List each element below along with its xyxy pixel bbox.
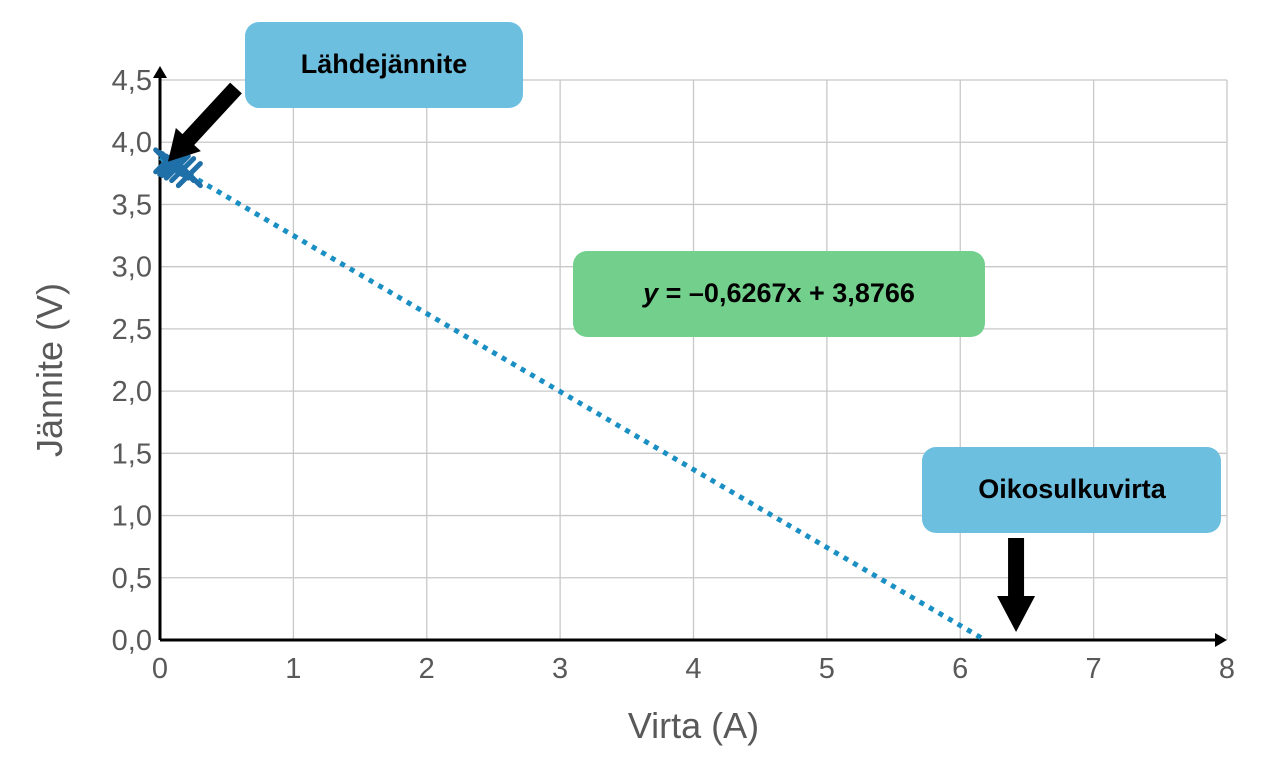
x-tick-label: 0 [152,653,168,685]
x-tick-labels: 0 1 2 3 4 5 6 7 8 [152,653,1235,685]
x-axis-title: Virta (A) [628,705,759,746]
x-tick-label: 7 [1086,653,1102,685]
source-voltage-callout: Lähdejännite [168,22,523,162]
y-tick-label: 2,0 [112,376,152,408]
trendline [158,155,987,643]
equation-callout: y = –0,6267x + 3,8766 [573,251,985,337]
equation-callout-box [573,251,985,337]
y-tick-label: 3,5 [112,189,152,221]
axes [153,66,1227,647]
y-axis-title: Jännite (V) [29,283,70,457]
x-tick-label: 1 [285,653,301,685]
y-tick-label: 4,0 [112,127,152,159]
x-tick-label: 6 [952,653,968,685]
short-circuit-arrow-icon [997,538,1036,632]
y-tick-label: 0,5 [112,563,152,595]
x-axis-arrow-icon [1215,633,1227,647]
equation-variable: y [641,278,660,308]
source-voltage-arrow-icon [168,82,242,162]
source-voltage-callout-label: Lähdejännite [301,49,468,79]
y-tick-label: 1,0 [112,501,152,533]
equation-label: y = –0,6267x + 3,8766 [641,278,915,308]
x-tick-label: 4 [685,653,701,685]
trendline-group [158,155,987,643]
y-axis-arrow-icon [153,66,167,78]
short-circuit-callout-box [922,447,1221,533]
short-circuit-callout: Oikosulkuvirta [922,447,1221,632]
y-tick-label: 4,5 [112,65,152,97]
y-tick-label: 0,0 [112,625,152,657]
short-circuit-callout-label: Oikosulkuvirta [978,474,1167,504]
source-voltage-callout-box [245,22,523,108]
x-tick-label: 8 [1219,653,1235,685]
y-tick-label: 3,0 [112,252,152,284]
y-tick-labels: 0,0 0,5 1,0 1,5 2,0 2,5 3,0 3,5 4,0 4,5 [112,65,152,657]
grid-lines [160,79,1228,640]
data-point-x-marker [175,161,203,189]
x-tick-label: 2 [419,653,435,685]
x-tick-label: 5 [819,653,835,685]
x-tick-label: 3 [552,653,568,685]
equation-body: = –0,6267x + 3,8766 [658,278,915,308]
y-tick-label: 2,5 [112,314,152,346]
y-tick-label: 1,5 [112,438,152,470]
